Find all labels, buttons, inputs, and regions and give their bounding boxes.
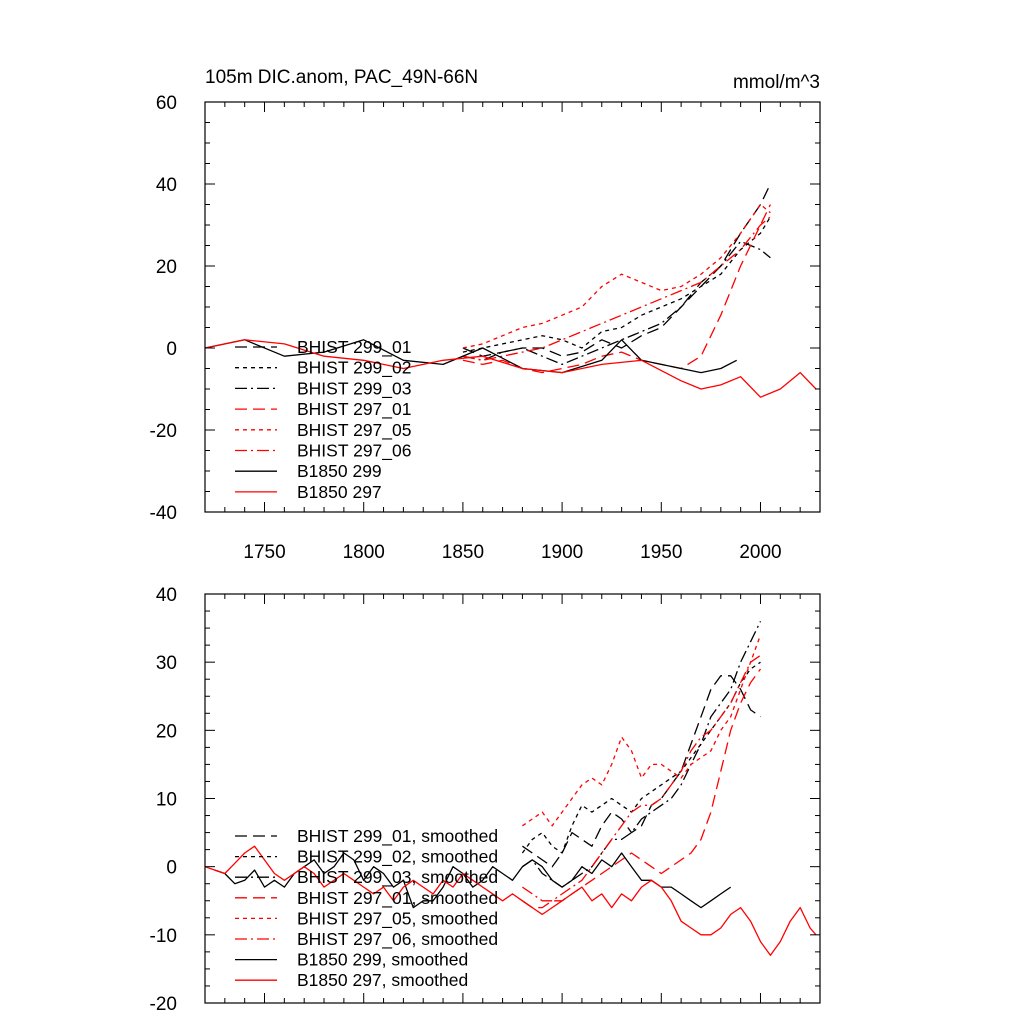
legend-label-4: BHIST 297_05 bbox=[297, 420, 411, 441]
series-line-5 bbox=[462, 216, 771, 361]
y-tick-label: -40 bbox=[150, 503, 177, 524]
y-tick-label: -10 bbox=[150, 926, 177, 947]
legend-label-2: BHIST 299_03 bbox=[297, 378, 411, 399]
legend-label-1: BHIST 299_02, smoothed bbox=[297, 847, 498, 868]
legend-label-6: B1850 299, smoothed bbox=[297, 950, 468, 970]
legend-label-0: BHIST 299_01, smoothed bbox=[297, 826, 498, 847]
legend-label-1: BHIST 299_02 bbox=[297, 358, 411, 379]
x-tick-label: 1950 bbox=[640, 542, 682, 563]
y-tick-label: -20 bbox=[150, 994, 177, 1015]
series-line-5 bbox=[522, 654, 761, 902]
y-tick-label: 0 bbox=[166, 858, 177, 879]
x-tick-label: 1850 bbox=[442, 542, 484, 563]
y-tick-label: 40 bbox=[156, 585, 177, 606]
x-tick-label: 1750 bbox=[243, 542, 285, 563]
series-line-1 bbox=[521, 661, 761, 854]
legend-label-5: BHIST 297_06, smoothed bbox=[297, 929, 498, 950]
legend-label-3: BHIST 297_01 bbox=[297, 399, 411, 420]
legend-label-7: B1850 297, smoothed bbox=[297, 970, 468, 990]
legend-label-7: B1850 297 bbox=[297, 482, 382, 502]
units-label: mmol/m^3 bbox=[733, 72, 820, 93]
y-tick-label: 20 bbox=[156, 257, 177, 278]
y-tick-label: 0 bbox=[166, 339, 177, 360]
series-line-7 bbox=[205, 339, 817, 398]
legend-label-2: BHIST 299_03, smoothed bbox=[297, 867, 498, 888]
series-line-0 bbox=[522, 675, 761, 868]
series-line-3 bbox=[462, 204, 771, 374]
series-line-2 bbox=[462, 240, 771, 366]
series-line-2 bbox=[522, 621, 762, 888]
y-tick-label: 20 bbox=[156, 721, 177, 742]
y-tick-label: 30 bbox=[156, 653, 177, 674]
legend-label-4: BHIST 297_05, smoothed bbox=[297, 908, 498, 929]
y-tick-label: 40 bbox=[156, 175, 177, 196]
y-tick-label: 10 bbox=[156, 790, 177, 811]
series-line-7 bbox=[205, 845, 817, 956]
legend-label-0: BHIST 299_01 bbox=[297, 337, 411, 358]
top-panel: -40 -20 0 20 40 60 1750 1800 1850 1900 1950 2000 BHI… bbox=[150, 93, 821, 563]
legend-label-6: B1850 299 bbox=[297, 461, 382, 481]
x-tick-label: 2000 bbox=[739, 542, 781, 563]
series-line-1 bbox=[462, 216, 771, 353]
legend-label-3: BHIST 297_01, smoothed bbox=[297, 888, 498, 909]
y-tick-label: 60 bbox=[156, 93, 177, 114]
x-tick-label: 1800 bbox=[343, 542, 385, 563]
series-line-3 bbox=[522, 668, 762, 909]
series-lines bbox=[205, 183, 817, 398]
x-tick-label: 1900 bbox=[541, 542, 583, 563]
legend-label-5: BHIST 297_06 bbox=[297, 441, 411, 462]
series-lines bbox=[205, 621, 817, 956]
series-line-0 bbox=[462, 183, 771, 357]
series-line-4 bbox=[522, 634, 762, 827]
y-tick-label: -20 bbox=[150, 421, 177, 442]
series-line-4 bbox=[462, 203, 771, 349]
chart-title: 105m DIC.anom, PAC_49N-66N bbox=[205, 67, 478, 88]
